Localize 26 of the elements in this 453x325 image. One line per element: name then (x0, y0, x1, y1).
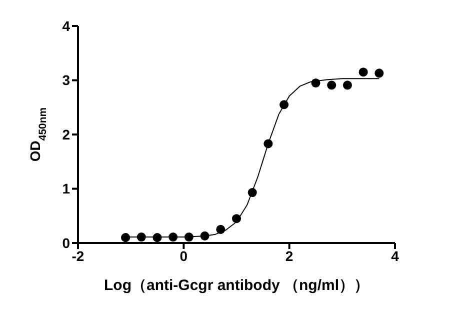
y-tick-label: 4 (62, 18, 70, 34)
point (184, 232, 194, 242)
point (264, 139, 273, 148)
point (121, 233, 130, 242)
y-tick-label: 2 (62, 126, 70, 142)
x-tick-label: -2 (72, 248, 84, 264)
point (168, 232, 178, 242)
point (374, 68, 384, 78)
point (311, 78, 320, 88)
point (216, 224, 226, 234)
point (327, 80, 336, 90)
point (232, 214, 242, 224)
point (200, 231, 210, 240)
point (358, 68, 368, 77)
point (136, 232, 146, 242)
point (342, 80, 352, 90)
y-tick-label: 0 (62, 234, 70, 251)
x-tick-label: 4 (391, 248, 400, 264)
point (248, 188, 257, 198)
x-axis-title: Log（anti-Gcgr antibody （ng/ml）） (104, 277, 369, 294)
point (280, 100, 289, 110)
x-tick-label: 0 (180, 248, 188, 264)
x-tick-label: 2 (285, 248, 294, 264)
y-tick-label: 1 (62, 180, 70, 197)
y-tick-label: 3 (62, 72, 70, 88)
point (152, 233, 162, 242)
